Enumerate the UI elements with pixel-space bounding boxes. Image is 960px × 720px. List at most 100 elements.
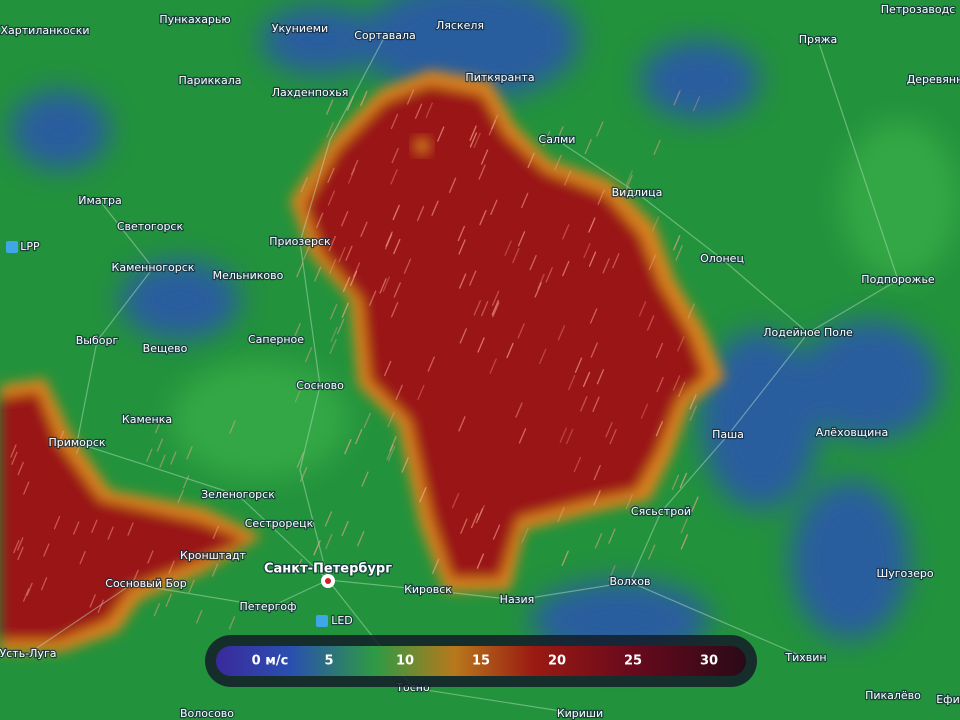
wind-streak <box>515 402 523 418</box>
wind-streak <box>593 464 601 481</box>
wind-streak <box>448 177 457 193</box>
place-label: Ефи <box>936 693 960 706</box>
wind-streak <box>395 384 403 400</box>
place-label: Петрозаводс <box>881 3 956 16</box>
wind-streak <box>545 267 553 283</box>
wind-streak <box>469 270 477 286</box>
city-marker-dot <box>325 578 331 584</box>
wind-streak <box>345 245 353 261</box>
wind-streak <box>390 169 398 185</box>
wind-streak <box>561 550 569 566</box>
wind-streak <box>390 302 399 318</box>
wind-streak <box>401 457 409 473</box>
wind-streak <box>229 420 236 434</box>
place-label: Сосново <box>296 379 344 392</box>
wind-streak <box>608 528 616 544</box>
wind-streak <box>588 251 597 267</box>
wind-streak <box>481 300 489 317</box>
wind-streak <box>300 177 308 193</box>
wind-streak <box>568 374 576 391</box>
wind-streak <box>534 282 542 298</box>
wind-streak <box>344 439 352 455</box>
wind-streak <box>73 521 80 535</box>
wind-streak <box>594 533 603 549</box>
wind-streak <box>593 490 601 506</box>
wind-streak <box>451 493 460 509</box>
wind-streak <box>300 466 308 483</box>
wind-streak <box>580 396 588 412</box>
wind-streak <box>57 430 65 445</box>
wind-streak <box>384 360 392 377</box>
wind-streak <box>673 90 681 106</box>
wind-streak <box>316 212 324 228</box>
wind-streak <box>369 290 377 306</box>
wind-streak <box>357 531 365 547</box>
wind-streak <box>458 416 466 432</box>
legend-label: 25 <box>624 654 642 669</box>
wind-streak <box>329 258 337 274</box>
wind-streak <box>691 496 699 512</box>
place-label: Видлица <box>612 186 663 199</box>
wind-streak <box>349 270 358 286</box>
wind-streak <box>361 471 369 487</box>
wind-streak <box>363 412 371 429</box>
place-label: Волосово <box>180 707 234 720</box>
wind-streak <box>640 403 649 419</box>
wind-streak <box>170 451 177 465</box>
wind-streak <box>146 448 153 462</box>
wind-streak <box>53 515 61 530</box>
wind-streak <box>557 506 565 523</box>
place-label: Иматра <box>78 194 121 207</box>
wind-streak <box>680 534 688 550</box>
wind-streak <box>328 235 336 252</box>
place-label: Выборг <box>76 334 119 347</box>
wind-streak <box>107 526 114 540</box>
wind-streak <box>313 540 321 556</box>
place-label: Лахденпохья <box>272 86 349 99</box>
wind-streak <box>583 242 591 259</box>
wind-streak <box>612 253 620 269</box>
wind-streak <box>671 474 680 490</box>
wind-streak <box>17 537 24 551</box>
wind-streak <box>596 121 604 137</box>
wind-streak <box>417 384 425 401</box>
wind-streak <box>470 512 479 529</box>
wind-streak <box>605 422 613 438</box>
wind-streak <box>556 126 564 142</box>
place-label: Приморск <box>48 436 105 449</box>
place-label: Алёховщина <box>816 426 889 439</box>
wind-streak <box>490 114 499 130</box>
place-label: Укуниеми <box>272 22 328 35</box>
legend-label: 20 <box>548 654 566 669</box>
wind-streak <box>432 558 440 574</box>
wind-streak <box>425 102 433 118</box>
wind-streak <box>159 454 166 469</box>
wind-streak <box>596 369 605 385</box>
wind-streak <box>625 174 633 191</box>
wind-streak <box>326 122 334 138</box>
wind-streak <box>488 120 496 136</box>
wind-streak <box>414 103 423 119</box>
wind-streak <box>564 170 572 186</box>
wind-streak <box>348 168 356 184</box>
wind-streak <box>672 375 681 391</box>
wind-streak <box>177 489 184 503</box>
wind-streak <box>460 518 468 534</box>
wind-streak <box>26 582 33 596</box>
wind-streak <box>521 192 529 209</box>
wind-streak <box>638 301 647 317</box>
wind-streak <box>565 428 574 445</box>
wind-streak <box>11 451 18 465</box>
wind-streak <box>527 152 535 168</box>
wind-streak <box>341 211 349 227</box>
wind-streak <box>403 258 412 274</box>
wind-streak <box>477 337 485 353</box>
wind-streak <box>529 254 537 271</box>
wind-streak <box>431 200 439 216</box>
wind-streak <box>459 328 467 344</box>
place-label: LED <box>331 614 353 627</box>
place-label: Каменка <box>122 413 172 426</box>
wind-streak <box>473 300 481 316</box>
wind-streak <box>182 475 190 489</box>
